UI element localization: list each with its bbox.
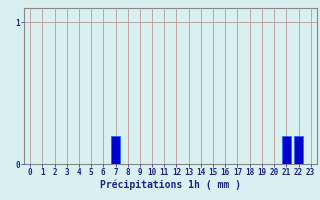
X-axis label: Précipitations 1h ( mm ): Précipitations 1h ( mm ) — [100, 180, 241, 190]
Bar — [282, 136, 291, 164]
Bar — [294, 136, 303, 164]
Bar — [111, 136, 120, 164]
